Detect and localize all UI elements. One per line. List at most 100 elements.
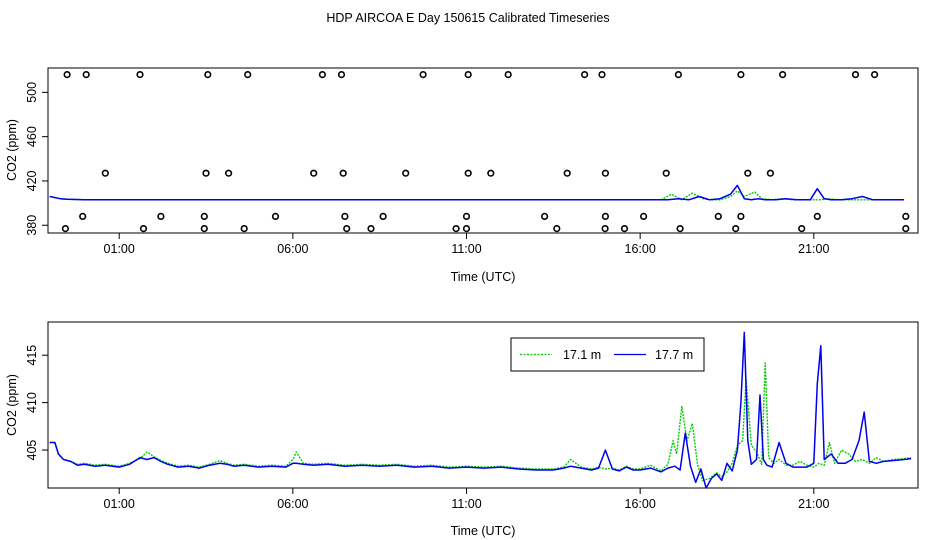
top-data-point bbox=[79, 212, 87, 220]
top-y-tick-label: 380 bbox=[25, 215, 39, 236]
top-data-point bbox=[271, 212, 280, 220]
top-data-point bbox=[200, 212, 208, 220]
top-data-point bbox=[674, 70, 683, 79]
top-data-point bbox=[402, 169, 410, 177]
top-data-point bbox=[563, 169, 571, 177]
panel-top-points bbox=[61, 70, 910, 233]
top-data-point bbox=[676, 225, 684, 233]
panel-top-x-label: Time (UTC) bbox=[451, 270, 516, 284]
panel-top-y-axis: 380 420 460 500 bbox=[25, 82, 48, 236]
panel-bottom-x-axis: 01:00 06:00 11:00 16:00 21:00 bbox=[104, 488, 829, 511]
top-data-point bbox=[744, 169, 752, 177]
bottom-series-line-blue bbox=[49, 331, 912, 489]
legend: 17.1 m 17.7 m bbox=[510, 337, 705, 372]
top-y-tick-label: 460 bbox=[25, 126, 39, 147]
top-data-point bbox=[204, 70, 212, 79]
top-data-point bbox=[225, 169, 233, 177]
panel-top-lines bbox=[49, 184, 905, 201]
panel-bottom-y-label: CO2 (ppm) bbox=[5, 374, 19, 436]
top-data-point bbox=[778, 70, 787, 79]
top-data-point bbox=[798, 225, 806, 233]
top-data-point bbox=[462, 212, 471, 220]
top-data-point bbox=[732, 225, 740, 233]
top-data-point bbox=[419, 70, 427, 79]
top-data-point bbox=[504, 70, 512, 79]
top-data-point bbox=[63, 70, 71, 79]
bottom-x-tick-label: 21:00 bbox=[798, 497, 829, 511]
top-data-point bbox=[601, 212, 610, 220]
legend-label-17-7m: 17.7 m bbox=[655, 348, 693, 362]
panel-top-frame bbox=[47, 67, 919, 234]
top-x-tick-label: 16:00 bbox=[625, 242, 656, 256]
top-data-point bbox=[464, 169, 472, 177]
bottom-x-tick-label: 01:00 bbox=[104, 497, 135, 511]
top-x-tick-label: 21:00 bbox=[798, 242, 829, 256]
top-x-tick-label: 11:00 bbox=[451, 242, 481, 256]
legend-box bbox=[510, 337, 705, 372]
top-data-point bbox=[61, 225, 70, 233]
figure-title: HDP AIRCOA E Day 150615 Calibrated Times… bbox=[326, 11, 609, 25]
top-data-point bbox=[452, 225, 460, 233]
top-data-point bbox=[139, 225, 148, 233]
top-data-point bbox=[244, 70, 252, 79]
panel-bottom: 01:00 06:00 11:00 16:00 21:00 405 410 415 Time… bbox=[5, 321, 919, 538]
legend-label-17-1m: 17.1 m bbox=[563, 348, 601, 362]
top-data-point bbox=[240, 225, 248, 233]
top-data-point bbox=[310, 169, 318, 177]
bottom-x-tick-label: 16:00 bbox=[625, 497, 656, 511]
top-data-point bbox=[851, 70, 860, 79]
top-data-point bbox=[870, 70, 879, 79]
bottom-y-tick-label: 415 bbox=[25, 345, 39, 366]
top-data-point bbox=[379, 212, 387, 220]
top-data-point bbox=[813, 212, 821, 220]
top-data-point bbox=[202, 169, 210, 177]
panel-bottom-y-axis: 405 410 415 bbox=[25, 345, 48, 461]
top-data-point bbox=[540, 212, 549, 220]
top-data-point bbox=[101, 169, 109, 177]
panel-bottom-x-label: Time (UTC) bbox=[451, 524, 516, 538]
top-data-point bbox=[337, 70, 346, 79]
top-data-point bbox=[157, 212, 165, 220]
top-data-point bbox=[766, 169, 775, 177]
bottom-y-tick-label: 410 bbox=[25, 392, 39, 413]
top-data-point bbox=[318, 70, 327, 79]
top-y-tick-label: 420 bbox=[25, 170, 39, 191]
top-series-line-blue bbox=[49, 184, 905, 201]
top-x-tick-label: 06:00 bbox=[277, 242, 308, 256]
top-data-point bbox=[367, 225, 375, 233]
panel-top-y-label: CO2 (ppm) bbox=[5, 119, 19, 181]
panel-top: 01:00 06:00 11:00 16:00 21:00 380 420 460 500 T… bbox=[5, 67, 919, 284]
top-data-point bbox=[462, 225, 471, 233]
bottom-series-line-green bbox=[49, 362, 912, 482]
top-data-point bbox=[343, 225, 351, 233]
top-data-point bbox=[464, 70, 472, 79]
top-data-point bbox=[487, 169, 495, 177]
top-data-point bbox=[82, 70, 90, 79]
top-data-point bbox=[714, 212, 722, 220]
bottom-x-tick-label: 11:00 bbox=[451, 497, 481, 511]
top-data-point bbox=[902, 225, 910, 233]
bottom-x-tick-label: 06:00 bbox=[277, 497, 308, 511]
top-data-point bbox=[598, 70, 606, 79]
top-data-point bbox=[580, 70, 589, 79]
top-data-point bbox=[200, 225, 208, 233]
top-data-point bbox=[136, 70, 144, 79]
top-data-point bbox=[620, 225, 629, 233]
top-data-point bbox=[737, 212, 745, 220]
top-data-point bbox=[601, 169, 610, 177]
top-data-point bbox=[662, 169, 670, 177]
top-data-point bbox=[601, 225, 609, 233]
panel-bottom-frame bbox=[47, 321, 919, 489]
bottom-y-tick-label: 405 bbox=[25, 440, 39, 461]
top-data-point bbox=[341, 212, 349, 220]
top-data-point bbox=[902, 212, 910, 220]
top-data-point bbox=[553, 225, 561, 233]
panel-top-x-axis: 01:00 06:00 11:00 16:00 21:00 bbox=[104, 233, 829, 256]
top-data-point bbox=[339, 169, 347, 177]
top-x-tick-label: 01:00 bbox=[104, 242, 135, 256]
top-data-point bbox=[639, 212, 648, 220]
top-data-point bbox=[737, 70, 745, 79]
top-y-tick-label: 500 bbox=[25, 82, 39, 103]
